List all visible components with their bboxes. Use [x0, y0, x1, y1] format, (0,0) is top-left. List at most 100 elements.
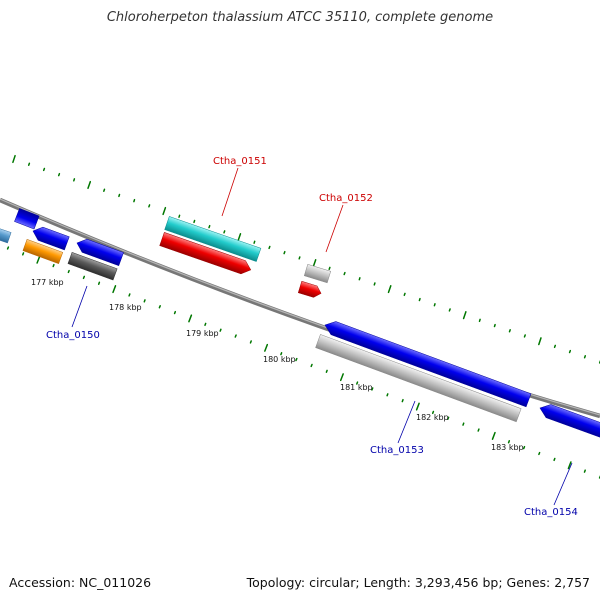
gene-ctha-0152[interactable]: [303, 263, 332, 284]
inner-ring-minor-tick: [6, 246, 10, 250]
inner-ring-major-tick: [264, 343, 269, 352]
inner-ring-minor-tick: [295, 357, 298, 362]
inner-ring-minor-tick: [553, 457, 556, 462]
outer-ring-minor-tick: [283, 250, 286, 255]
inner-ring-minor-tick: [173, 310, 177, 315]
gene-label-ctha-0153[interactable]: Ctha_0153: [370, 445, 424, 456]
accession-label: Accession: NC_011026: [9, 575, 152, 590]
outer-ring-minor-tick: [208, 224, 211, 229]
outer-ring-minor-tick: [268, 245, 271, 250]
outer-ring-major-tick: [237, 233, 242, 242]
inner-ring-minor-tick: [52, 263, 55, 268]
outer-ring-major-tick: [162, 206, 167, 216]
outer-ring-minor-tick: [133, 198, 136, 203]
outer-ring-minor-tick: [553, 344, 557, 349]
inner-ring-major-tick: [188, 314, 193, 323]
gene-steel-left-edge[interactable]: [0, 227, 12, 244]
gene-ctha-0153[interactable]: [315, 334, 522, 423]
outer-ring-minor-tick: [343, 271, 346, 276]
gene-label-ctha-0152[interactable]: Ctha_0152: [319, 193, 373, 204]
outer-ring-minor-tick: [103, 188, 106, 192]
gene-orange[interactable]: [22, 239, 64, 264]
outer-ring-minor-tick: [27, 162, 31, 166]
inner-ring-minor-tick: [97, 281, 101, 285]
page-title: Chloroherpeton thalassium ATCC 35110, co…: [106, 10, 494, 25]
outer-ring-minor-tick: [373, 282, 376, 286]
outer-ring-minor-tick: [57, 172, 61, 177]
outer-ring-minor-tick: [328, 266, 331, 271]
outer-ring-major-tick: [387, 285, 392, 294]
inner-ring-minor-tick: [22, 252, 25, 256]
leader-line-ctha-0150: [71, 285, 88, 328]
inner-ring-minor-tick: [462, 422, 465, 426]
inner-ring-minor-tick: [249, 340, 252, 344]
inner-ring-minor-tick: [310, 363, 313, 368]
outer-ring-minor-tick: [193, 219, 196, 224]
ruler-label-181: 181 kbp: [340, 383, 373, 392]
outer-ring-minor-tick: [433, 303, 436, 307]
inner-ring-major-tick: [339, 373, 344, 382]
inner-ring-minor-tick: [386, 393, 389, 397]
inner-ring-minor-tick: [538, 451, 541, 456]
inner-ring-minor-tick: [128, 293, 131, 297]
outer-ring-minor-tick: [508, 329, 511, 333]
outer-ring-minor-tick: [178, 214, 181, 218]
inner-ring-minor-tick: [158, 305, 161, 309]
outer-ring-minor-tick: [358, 277, 361, 281]
outer-ring-minor-tick: [73, 178, 76, 182]
inner-ring-minor-tick: [583, 469, 586, 473]
gene-blue-small[interactable]: [31, 224, 70, 251]
gene-blue-left-edge[interactable]: [14, 208, 40, 230]
inner-ring-minor-tick: [431, 410, 435, 415]
outer-ring-minor-tick: [253, 240, 256, 244]
outer-ring-minor-tick: [418, 297, 421, 302]
leader-line-ctha-0152: [325, 204, 344, 253]
ruler-label-182: 182 kbp: [416, 413, 449, 422]
inner-ring-major-tick: [415, 402, 420, 411]
inner-ring-minor-tick: [507, 440, 511, 444]
inner-ring-minor-tick: [280, 352, 283, 356]
gene-ctha-0154[interactable]: [538, 401, 600, 443]
inner-ring-minor-tick: [522, 445, 526, 450]
gene-label-ctha-0154[interactable]: Ctha_0154: [524, 507, 578, 518]
gene-ctha-0150[interactable]: [67, 252, 118, 281]
outer-ring-major-tick: [538, 337, 542, 346]
outer-ring-major-tick: [462, 311, 467, 320]
inner-ring-minor-tick: [204, 322, 207, 327]
outer-ring-minor-tick: [493, 323, 496, 328]
outer-ring-minor-tick: [568, 349, 572, 354]
gene-ctha-0151[interactable]: [164, 216, 262, 262]
inner-ring-major-tick: [491, 431, 496, 440]
inner-ring-major-tick: [112, 285, 117, 294]
gene-blue-long[interactable]: [323, 318, 532, 408]
inner-ring-minor-tick: [234, 334, 237, 338]
outer-ring-minor-tick: [223, 230, 226, 234]
outer-ring-minor-tick: [583, 355, 587, 359]
gene-red-forward[interactable]: [159, 232, 253, 276]
genome-backbone-highlight: [0, 198, 600, 416]
inner-ring-major-tick: [567, 461, 572, 470]
outer-ring-minor-tick: [448, 308, 451, 312]
leader-line-ctha-0153: [397, 400, 416, 444]
outer-ring-minor-tick: [478, 318, 481, 323]
outer-ring-minor-tick: [42, 167, 46, 172]
gene-label-ctha-0151[interactable]: Ctha_0151: [213, 156, 267, 167]
inner-ring-minor-tick: [447, 416, 450, 420]
inner-ring-minor-tick: [325, 369, 328, 373]
gene-red-small[interactable]: [297, 280, 323, 299]
ruler-label-183: 183 kbp: [491, 443, 524, 452]
ruler-label-180: 180 kbp: [263, 355, 296, 364]
inner-ring-minor-tick: [82, 275, 86, 280]
leader-line-ctha-0151: [221, 167, 239, 217]
gene-label-ctha-0150[interactable]: Ctha_0150: [46, 330, 100, 341]
outer-ring-major-tick: [87, 180, 92, 190]
ruler-label-177: 177 kbp: [31, 278, 64, 287]
inner-tick-ring: [6, 246, 600, 479]
inner-ring-minor-tick: [477, 428, 480, 432]
leader-line-ctha-0154: [553, 462, 573, 506]
ruler-label-178: 178 kbp: [109, 303, 142, 312]
inner-ring-minor-tick: [219, 328, 222, 332]
outer-ring-minor-tick: [403, 292, 406, 297]
gene-blue-medium[interactable]: [75, 236, 124, 266]
